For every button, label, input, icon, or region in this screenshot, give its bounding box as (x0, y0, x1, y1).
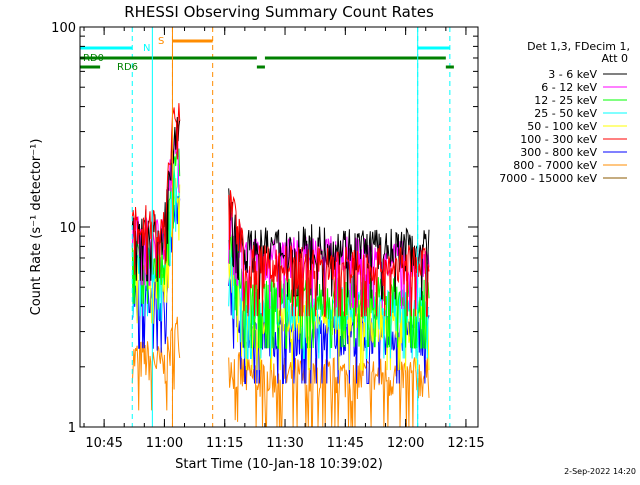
series-line-800-7000-keV (131, 316, 430, 428)
y-tick-label: 100 (51, 21, 76, 36)
x-tick-label: 12:00 (387, 436, 424, 451)
flag-label-N: N (143, 43, 150, 54)
chart-title: RHESSI Observing Summary Count Rates (124, 3, 434, 21)
x-tick-label: 11:45 (327, 436, 364, 451)
legend-entry-label: 300 - 800 keV (520, 146, 597, 159)
legend-header-line-2: Att 0 (602, 52, 628, 65)
y-tick-label: 1 (68, 421, 76, 436)
flag-label-S: S (158, 36, 164, 47)
data-layer (131, 103, 430, 428)
y-tick-label: 10 (59, 221, 76, 236)
footer-date: 2-Sep-2022 14:20 (564, 467, 636, 476)
legend-entry-label: 50 - 100 keV (527, 120, 597, 133)
legend-entry-label: 3 - 6 keV (548, 68, 597, 81)
legend-entry-label: 25 - 50 keV (534, 107, 597, 120)
x-tick-label: 12:15 (447, 436, 484, 451)
x-tick-label: 11:00 (146, 436, 183, 451)
x-axis-label: Start Time (10-Jan-18 10:39:02) (175, 457, 383, 472)
flag-layer: NS RD0 RD6 (80, 27, 454, 427)
legend-entry-label: 800 - 7000 keV (513, 159, 597, 172)
x-tick-label: 11:15 (206, 436, 243, 451)
flag-label-RD0: RD0 (83, 53, 104, 64)
legend-entry-label: 6 - 12 keV (541, 81, 597, 94)
legend-entry-label: 100 - 300 keV (520, 133, 597, 146)
legend-entry-label: 7000 - 15000 keV (499, 172, 597, 185)
x-tick-label: 11:30 (266, 436, 303, 451)
x-tick-label: 10:45 (85, 436, 122, 451)
tick-layer: 10:45 11:00 11:15 11:30 11:45 12:00 12:15 1 10 10… (51, 21, 485, 451)
y-axis-label: Count Rate (s⁻¹ detector⁻¹) (29, 139, 44, 316)
series-line-100-300-keV (131, 103, 430, 317)
flag-label-RD6: RD6 (117, 62, 138, 73)
legend-header-line-1: Det 1,3, FDecim 1, (527, 40, 630, 53)
legend-entry-label: 12 - 25 keV (534, 94, 597, 107)
